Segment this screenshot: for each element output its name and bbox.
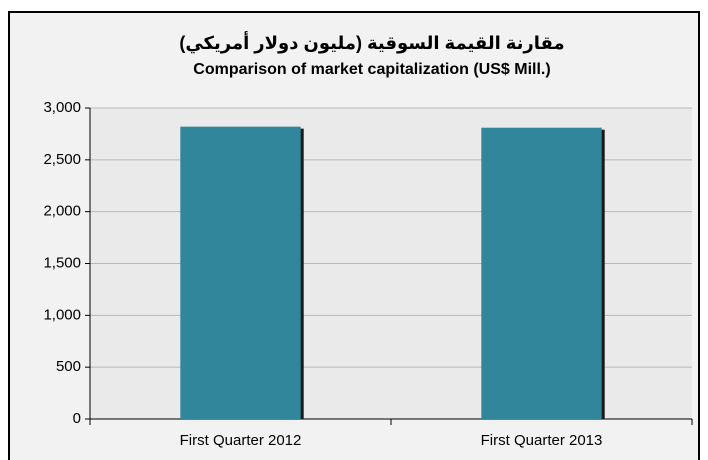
- bar: [180, 126, 301, 419]
- y-tick-label: 0: [73, 410, 81, 427]
- y-tick-label: 2,500: [43, 151, 81, 168]
- y-tick-label: 1,500: [43, 254, 81, 271]
- bar: [481, 127, 602, 420]
- x-tick-label: First Quarter 2013: [481, 432, 603, 449]
- x-tick-label: First Quarter 2012: [180, 432, 302, 449]
- y-tick-label: 500: [56, 358, 81, 375]
- chart-subtitle: Comparison of market capitalization (US$…: [193, 61, 550, 78]
- y-tick-label: 1,000: [43, 306, 81, 323]
- y-tick-label: 2,000: [43, 203, 81, 220]
- y-tick-label: 3,000: [43, 99, 81, 116]
- chart-title: مقارنة القيمة السوقية (مليون دولار أمريك…: [179, 31, 564, 54]
